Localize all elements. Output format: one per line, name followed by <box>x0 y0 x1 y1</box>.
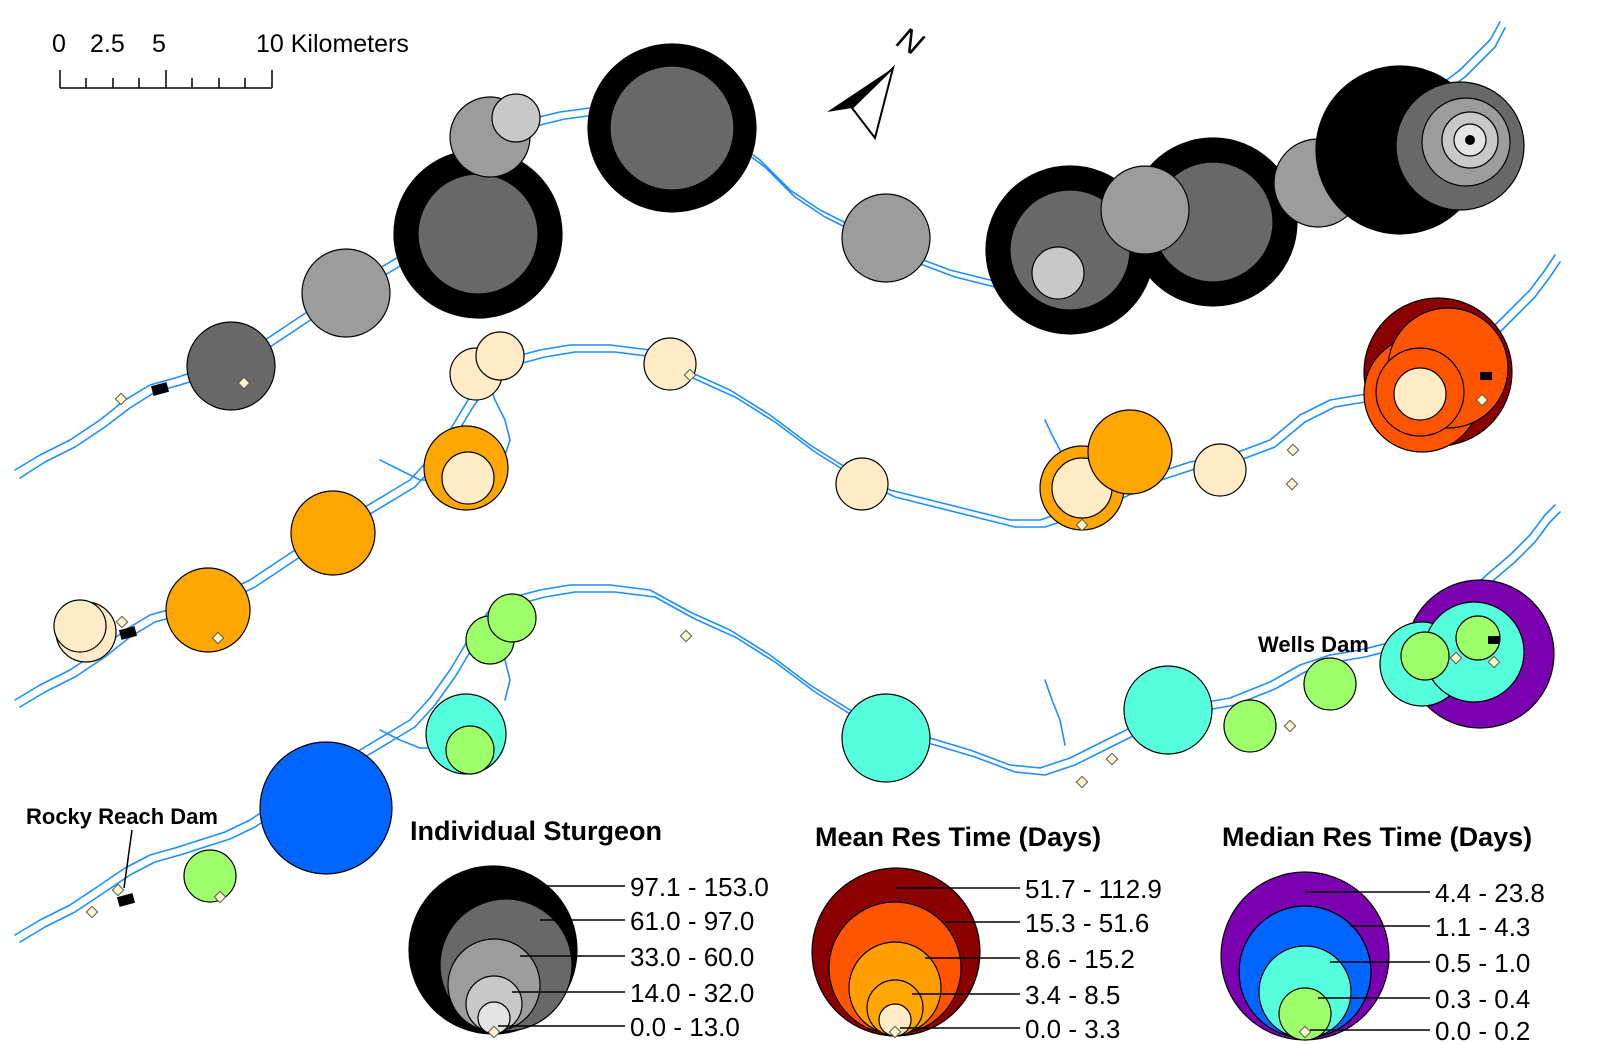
legend-class-2: 1.1 - 4.3 <box>1435 912 1530 942</box>
legend-class-1: 97.1 - 153.0 <box>630 872 769 902</box>
legend-class-4: 3.4 - 8.5 <box>1025 980 1120 1010</box>
sturgeon-site-circle <box>301 248 391 338</box>
scale-tick-5: 5 <box>152 30 166 58</box>
scale-bar: 0 2.5 5 10 Kilometers <box>52 30 409 89</box>
scale-tick-10-kilometers: 10 Kilometers <box>256 30 409 58</box>
sturgeon-site-circle <box>609 65 735 191</box>
legend-class-4: 14.0 - 32.0 <box>630 978 754 1008</box>
rocky-reach-leader <box>123 829 133 889</box>
sturgeon-site-circle <box>491 93 541 143</box>
sturgeon-site-circle <box>417 173 539 295</box>
scale-tick-0: 0 <box>52 30 66 58</box>
sturgeon-site-circle <box>186 321 276 411</box>
legend-class-3: 8.6 - 15.2 <box>1025 944 1135 974</box>
legend-class-5: 0.0 - 3.3 <box>1025 1014 1120 1044</box>
legend-class-3: 33.0 - 60.0 <box>630 942 754 972</box>
panel-mean-residence-time <box>14 254 1561 708</box>
scale-tick-2-5: 2.5 <box>90 30 125 58</box>
north-label: N <box>891 20 930 63</box>
dam-labels: Rocky Reach Dam Wells Dam <box>26 632 1369 889</box>
legend-class-2: 61.0 - 97.0 <box>630 906 754 936</box>
legend-median-residence-time: Median Res Time (Days) 4.4 - 23.8 1.1 - … <box>1220 822 1545 1044</box>
legend-individual-sturgeon: Individual Sturgeon 97.1 - 153.0 61.0 - … <box>408 816 769 1042</box>
legend-class-2: 15.3 - 51.6 <box>1025 908 1149 938</box>
rocky-reach-dam-label: Rocky Reach Dam <box>26 804 218 829</box>
median-res-circles <box>183 579 1555 903</box>
legend-title: Individual Sturgeon <box>410 816 662 846</box>
north-arrow-icon: N <box>827 20 930 141</box>
scale-bar-ticks <box>59 70 273 88</box>
sturgeon-site-circle <box>1100 165 1190 255</box>
legend-title: Mean Res Time (Days) <box>815 822 1101 852</box>
mean-res-circles <box>53 297 1513 663</box>
legend-class-5: 0.0 - 13.0 <box>630 1012 740 1042</box>
sturgeon-circles <box>186 43 1525 411</box>
legend-class-4: 0.3 - 0.4 <box>1435 984 1530 1014</box>
wells-dam-label: Wells Dam <box>1258 632 1369 657</box>
panel-median-residence-time <box>14 504 1561 943</box>
legend-class-5: 0.0 - 0.2 <box>1435 1016 1530 1044</box>
sturgeon-site-circle <box>841 193 931 283</box>
legend-class-1: 51.7 - 112.9 <box>1025 874 1162 904</box>
legend-class-3: 0.5 - 1.0 <box>1435 948 1530 978</box>
legend-mean-residence-time: Mean Res Time (Days) 51.7 - 112.9 15.3 -… <box>811 822 1162 1044</box>
legend-title: Median Res Time (Days) <box>1222 822 1532 852</box>
legend-class-1: 4.4 - 23.8 <box>1435 878 1545 908</box>
panel-individual-sturgeon <box>14 21 1525 479</box>
sturgeon-site-circle <box>1031 246 1085 300</box>
